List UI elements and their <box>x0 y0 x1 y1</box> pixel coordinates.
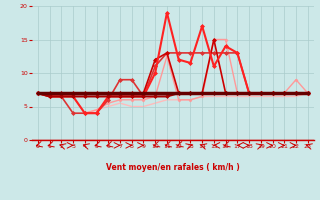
X-axis label: Vent moyen/en rafales ( km/h ): Vent moyen/en rafales ( km/h ) <box>106 163 240 172</box>
